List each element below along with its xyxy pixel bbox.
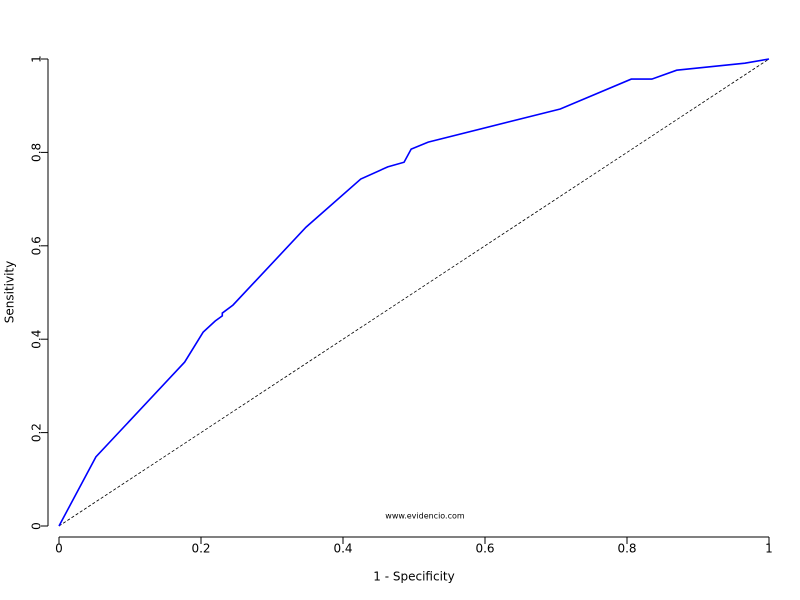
- roc-curve: [58, 58, 770, 527]
- y-tick-label: 0: [30, 522, 44, 530]
- watermark: www.evidencio.com: [385, 512, 465, 521]
- y-tick-label: 0.8: [30, 143, 44, 162]
- y-tick-label: 1: [30, 55, 44, 63]
- y-tick-label: 0.6: [30, 236, 44, 255]
- x-tick-label: 1: [765, 542, 773, 556]
- x-axis-label: 1 - Specificity: [373, 570, 454, 584]
- x-tick-label: 0.4: [333, 542, 352, 556]
- x-tick-label: 0: [55, 542, 63, 556]
- y-tick-label: 0.4: [30, 330, 44, 349]
- x-tick-label: 0.6: [475, 542, 494, 556]
- x-tick-label: 0.2: [191, 542, 210, 556]
- x-tick-label: 0.8: [617, 542, 636, 556]
- reference-diagonal: [58, 58, 770, 527]
- y-tick-label: 0.2: [30, 423, 44, 442]
- y-axis-label: Sensitivity: [3, 261, 17, 323]
